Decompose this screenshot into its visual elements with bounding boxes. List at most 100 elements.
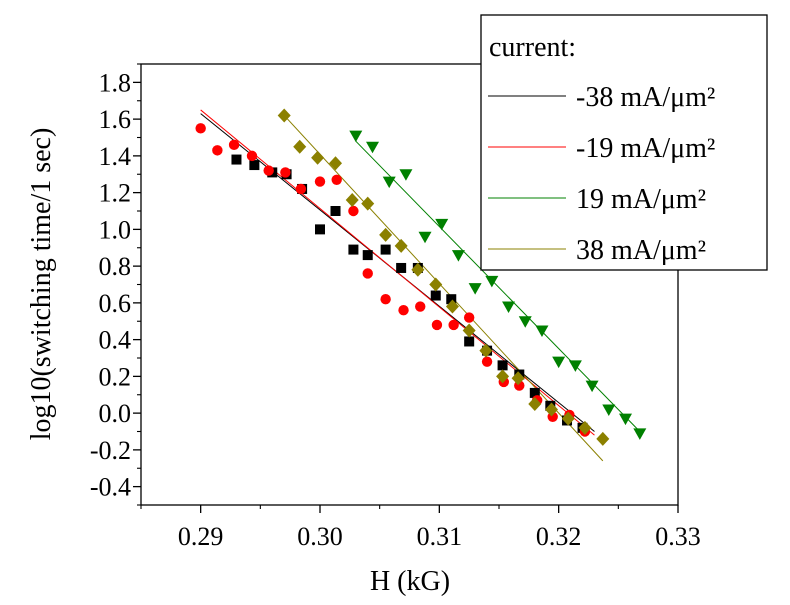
data-point-series-2 <box>535 325 549 337</box>
data-point-series-3 <box>511 371 525 386</box>
data-point-series-3 <box>329 156 343 171</box>
data-point-series-1 <box>362 268 373 279</box>
legend-title: current: <box>489 32 576 63</box>
data-point-series-2 <box>451 250 465 262</box>
x-tick-label: 0.32 <box>536 522 582 551</box>
y-tick-label: 1.0 <box>99 215 132 244</box>
y-tick-label: -0.2 <box>90 436 131 465</box>
data-point-series-2 <box>518 316 532 328</box>
data-point-series-3 <box>293 139 307 154</box>
legend-entry-3: 38 mA/μm² <box>576 235 706 266</box>
data-point-series-1 <box>246 150 258 162</box>
data-point-series-3 <box>345 192 359 207</box>
data-point-series-2 <box>435 218 449 231</box>
data-point-series-2 <box>602 404 616 416</box>
x-tick-label: 0.31 <box>417 522 463 551</box>
legend-entry-0: -38 mA/μm² <box>576 82 715 113</box>
data-point-series-1 <box>314 176 326 187</box>
y-tick-label: 1.4 <box>99 142 132 171</box>
data-point-series-0 <box>348 244 359 255</box>
data-point-series-2 <box>502 301 516 314</box>
data-point-series-2 <box>399 169 413 181</box>
data-point-series-2 <box>349 130 363 143</box>
data-point-series-0 <box>249 160 260 171</box>
data-point-series-1 <box>212 145 223 156</box>
data-point-series-2 <box>382 176 396 189</box>
y-tick-label: 0.0 <box>99 399 132 428</box>
y-tick-label: 0.6 <box>99 289 132 318</box>
legend-entry-2: 19 mA/μm² <box>576 184 706 215</box>
data-point-series-0 <box>497 360 508 371</box>
data-point-series-0 <box>464 336 475 347</box>
data-point-series-3 <box>545 402 559 417</box>
data-point-series-0 <box>315 224 325 235</box>
plot-frame <box>140 63 679 506</box>
data-point-series-0 <box>396 262 407 273</box>
data-point-series-3 <box>479 343 493 358</box>
data-point-series-2 <box>418 231 432 244</box>
data-point-series-0 <box>380 244 391 255</box>
data-point-series-0 <box>330 206 341 216</box>
data-point-series-3 <box>596 431 610 446</box>
data-point-series-2 <box>618 413 632 426</box>
data-point-series-3 <box>311 150 325 165</box>
data-point-series-2 <box>568 360 582 372</box>
data-point-series-3 <box>277 108 291 123</box>
data-point-series-2 <box>585 380 599 393</box>
data-point-series-1 <box>415 301 426 312</box>
data-point-series-1 <box>463 312 475 323</box>
data-point-series-1 <box>431 319 443 331</box>
data-point-series-3 <box>462 323 476 338</box>
x-axis-ticks: 0.29 0.30 0.31 0.32 0.33 <box>140 505 701 551</box>
data-point-series-3 <box>361 196 375 211</box>
y-tick-label: -0.4 <box>90 473 131 502</box>
x-tick-label: 0.33 <box>655 522 701 551</box>
x-tick-label: 0.29 <box>178 522 224 551</box>
data-point-series-0 <box>231 154 242 165</box>
data-point-series-3 <box>561 411 575 426</box>
x-tick-label: 0.30 <box>297 522 343 551</box>
data-point-series-2 <box>633 428 647 440</box>
data-point-series-3 <box>445 299 459 314</box>
data-point-series-0 <box>529 387 540 398</box>
data-point-series-1 <box>228 139 240 151</box>
data-point-series-0 <box>446 294 457 305</box>
data-point-series-1 <box>481 356 493 367</box>
data-point-series-1 <box>380 294 391 305</box>
legend-box <box>480 14 768 271</box>
data-point-series-1 <box>280 167 291 178</box>
data-point-series-2 <box>366 141 380 154</box>
legend: current: -38 mA/μm² -19 mA/μm² 19 mA/μm² 38… <box>480 14 768 271</box>
data-point-series-3 <box>496 369 510 384</box>
data-point-series-3 <box>528 396 542 411</box>
y-tick-label: 1.6 <box>99 105 132 134</box>
y-tick-label: 1.2 <box>99 179 132 208</box>
data-points <box>195 108 647 446</box>
data-point-series-1 <box>348 205 359 217</box>
data-point-series-0 <box>362 250 373 261</box>
x-axis-label: H (kG) <box>370 566 450 597</box>
data-point-series-2 <box>468 283 482 295</box>
data-point-series-1 <box>195 123 206 134</box>
data-point-series-3 <box>394 238 408 253</box>
data-point-series-1 <box>448 319 459 331</box>
data-point-series-2 <box>552 356 566 369</box>
data-point-series-1 <box>331 174 342 185</box>
data-point-series-3 <box>429 277 443 292</box>
data-point-series-3 <box>411 262 425 277</box>
data-point-series-0 <box>430 290 441 301</box>
y-tick-label: 0.2 <box>99 362 132 391</box>
y-tick-label: 1.8 <box>99 68 132 97</box>
data-point-series-2 <box>485 275 499 288</box>
data-point-series-1 <box>263 165 274 176</box>
data-point-series-3 <box>379 227 393 242</box>
data-point-series-3 <box>578 420 592 435</box>
y-tick-label: 0.4 <box>99 326 132 355</box>
data-point-series-1 <box>398 305 409 316</box>
y-axis-ticks: -0.4 -0.2 0.0 0.2 0.4 0.6 0.8 1.0 1.2 1.4 1.6 1.8 <box>90 63 141 506</box>
data-point-series-1 <box>295 183 307 195</box>
legend-entry-1: -19 mA/μm² <box>576 133 715 164</box>
y-axis-label: log10(switching time/1 sec) <box>26 128 57 441</box>
y-tick-label: 0.8 <box>99 252 132 281</box>
